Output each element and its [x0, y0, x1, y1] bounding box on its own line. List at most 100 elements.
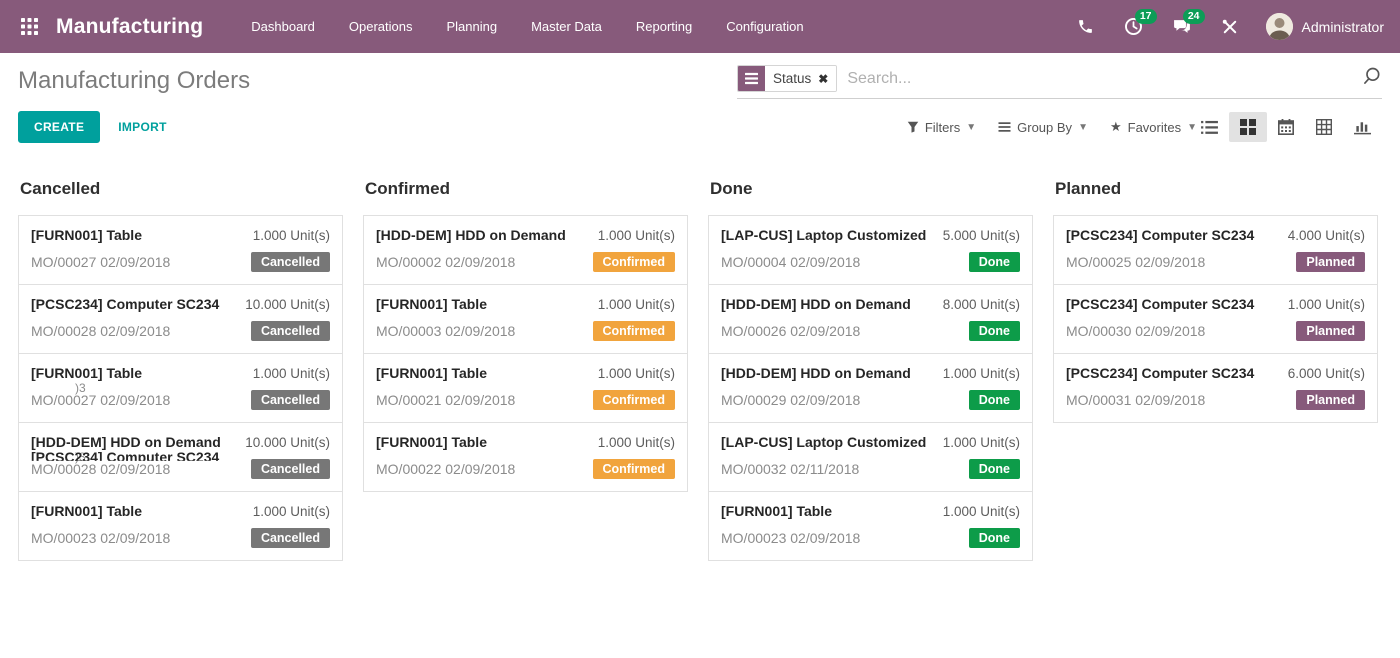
list-view-button[interactable] — [1190, 113, 1229, 142]
card-status-badge: Confirmed — [592, 321, 675, 341]
chevron-down-icon: ▼ — [1187, 121, 1197, 133]
kanban-card[interactable]: [PCSC234] Computer SC234 4.000 Unit(s) M… — [1053, 215, 1378, 285]
card-product-title[interactable]: [HDD-DEM] HDD on Demand — [376, 227, 566, 243]
apps-menu-icon[interactable] — [16, 14, 42, 40]
clock-icon — [1125, 18, 1143, 35]
kanban-card[interactable]: [HDD-DEM] HDD on Demand 10.000 Unit(s) M… — [18, 422, 343, 492]
search-input[interactable] — [837, 69, 1362, 88]
menu-item-reporting[interactable]: Reporting — [635, 19, 693, 34]
kanban-column-title[interactable]: Confirmed — [365, 179, 450, 198]
card-reference: MO/00023 02/09/2018 — [721, 530, 860, 546]
filters-dropdown[interactable]: Filters ▼ — [907, 120, 976, 135]
card-quantity: 1.000 Unit(s) — [597, 366, 675, 381]
card-product-title[interactable]: [PCSC234] Computer SC234 — [1066, 227, 1255, 243]
card-product-title[interactable]: [FURN001] Table — [31, 365, 142, 381]
card-quantity: 1.000 Unit(s) — [252, 366, 330, 381]
kanban-card[interactable]: [PCSC234] Computer SC234 6.000 Unit(s) M… — [1053, 353, 1378, 423]
card-reference-text: MO/00025 02/09/2018 — [1066, 254, 1206, 270]
kanban-column-title[interactable]: Cancelled — [20, 179, 101, 198]
calendar-view-button[interactable] — [1267, 112, 1305, 142]
favorites-dropdown[interactable]: ★ Favorites ▼ — [1110, 119, 1197, 135]
user-name-label: Administrator — [1301, 18, 1384, 35]
card-product-title[interactable]: [PCSC234] Computer SC234 — [31, 296, 220, 312]
search-magnifier-icon[interactable] — [1362, 66, 1382, 91]
card-reference: MO/00002 02/09/2018 — [376, 254, 515, 270]
card-product-title[interactable]: [FURN001] Table — [721, 503, 832, 519]
card-reference-text: MO/00023 02/09/2018 — [721, 530, 861, 546]
card-reference-text: MO/00023 02/09/2018 — [31, 530, 171, 546]
card-product-title[interactable]: [HDD-DEM] HDD on Demand — [721, 365, 911, 381]
kanban-column-title[interactable]: Planned — [1055, 179, 1122, 198]
card-status-badge: Confirmed — [592, 390, 675, 410]
navbar-systray: 17 24 Adm — [1074, 8, 1384, 40]
kanban-card[interactable]: [HDD-DEM] HDD on Demand 1.000 Unit(s) MO… — [708, 353, 1033, 423]
search-facet-status[interactable]: Status ✖ — [737, 65, 838, 92]
menu-item-dashboard[interactable]: Dashboard — [251, 19, 315, 34]
kanban-card[interactable]: [PCSC234] Computer SC234 1.000 Unit(s) M… — [1053, 284, 1378, 354]
card-quantity: 10.000 Unit(s) — [245, 435, 330, 450]
kanban-card[interactable]: [HDD-DEM] HDD on Demand 1.000 Unit(s) MO… — [363, 215, 688, 285]
card-reference-text: MO/00002 02/09/2018 — [376, 254, 516, 270]
kanban-column-title[interactable]: Done — [710, 179, 753, 198]
card-product-title[interactable]: [FURN001] Table — [376, 365, 487, 381]
kanban-card[interactable]: [FURN001] Table 1.000 Unit(s) MO/00027 0… — [18, 353, 343, 423]
card-product-title[interactable]: [PCSC234] Computer SC234 — [1066, 365, 1255, 381]
card-product-title[interactable]: [HDD-DEM] HDD on Demand — [721, 296, 911, 312]
card-product-title[interactable]: [LAP-CUS] Laptop Customized — [721, 227, 927, 243]
card-status-badge: Planned — [1296, 252, 1365, 272]
group-by-icon — [998, 122, 1011, 132]
card-reference-text: MO/00027 02/09/2018 — [31, 254, 171, 270]
card-status-badge: Cancelled — [250, 321, 330, 341]
card-reference: MO/00003 02/09/2018 — [376, 323, 515, 339]
card-reference-text: MO/00027 02/09/2018 — [31, 392, 171, 408]
kanban-view-button[interactable] — [1229, 112, 1267, 142]
facet-label-text: Status — [773, 71, 812, 86]
kanban-card[interactable]: [FURN001] Table 1.000 Unit(s) MO/00022 0… — [363, 422, 688, 492]
facet-close-icon[interactable]: ✖ — [818, 71, 829, 86]
card-reference-text: MO/00004 02/09/2018 — [721, 254, 861, 270]
kanban-card[interactable]: [FURN001] Table 1.000 Unit(s) MO/00021 0… — [363, 353, 688, 423]
create-button[interactable]: CREATE — [18, 111, 101, 143]
pivot-view-button[interactable] — [1305, 112, 1343, 142]
messages-button[interactable]: 24 — [1170, 8, 1205, 39]
top-navbar: Manufacturing Dashboard Operations Plannin… — [0, 0, 1400, 53]
card-product-title[interactable]: [LAP-CUS] Laptop Customized — [721, 434, 927, 450]
card-product-title[interactable]: [FURN001] Table — [31, 503, 142, 519]
card-reference-text: MO/00028 02/09/2018 — [31, 323, 171, 339]
kanban-card[interactable]: [LAP-CUS] Laptop Customized 1.000 Unit(s… — [708, 422, 1033, 492]
menu-item-master-data[interactable]: Master Data — [531, 19, 602, 34]
chat-bubbles-icon — [1173, 20, 1190, 33]
activity-count-badge: 17 — [1134, 8, 1157, 24]
card-product-title[interactable]: [PCSC234] Computer SC234 — [1066, 296, 1255, 312]
app-brand-title[interactable]: Manufacturing — [56, 14, 204, 38]
card-quantity: 8.000 Unit(s) — [942, 297, 1020, 312]
menu-item-planning[interactable]: Planning — [446, 19, 498, 34]
kanban-card[interactable]: [LAP-CUS] Laptop Customized 5.000 Unit(s… — [708, 215, 1033, 285]
card-product-title[interactable]: [HDD-DEM] HDD on Demand — [31, 434, 221, 450]
graph-view-button[interactable] — [1343, 112, 1382, 142]
control-panel: Manufacturing Orders Status ✖ CREATE — [0, 53, 1400, 143]
kanban-card[interactable]: [FURN001] Table 1.000 Unit(s) MO/00023 0… — [18, 491, 343, 561]
card-reference: MO/00004 02/09/2018 — [721, 254, 860, 270]
card-reference-text: MO/00021 02/09/2018 — [376, 392, 516, 408]
card-product-title[interactable]: [FURN001] Table — [31, 227, 142, 243]
voip-phone-button[interactable] — [1074, 15, 1098, 39]
kanban-card[interactable]: [PCSC234] Computer SC234 10.000 Unit(s) … — [18, 284, 343, 354]
main-menu: Dashboard Operations Planning Master Data Re… — [249, 13, 805, 40]
user-menu[interactable]: Administrator — [1265, 13, 1384, 40]
kanban-card[interactable]: [FURN001] Table 1.000 Unit(s) MO/00027 0… — [18, 215, 343, 285]
kanban-card[interactable]: [HDD-DEM] HDD on Demand 8.000 Unit(s) MO… — [708, 284, 1033, 354]
kanban-card[interactable]: [FURN001] Table 1.000 Unit(s) MO/00003 0… — [363, 284, 688, 354]
menu-item-operations[interactable]: Operations — [348, 19, 413, 34]
card-product-title[interactable]: [FURN001] Table — [376, 296, 487, 312]
avatar-person-icon — [1265, 13, 1293, 40]
activities-button[interactable]: 17 — [1122, 8, 1157, 39]
card-reference: MO/00025 02/09/2018 — [1066, 254, 1205, 270]
kanban-card[interactable]: [FURN001] Table 1.000 Unit(s) MO/00023 0… — [708, 491, 1033, 561]
render-glitch-artifact: )3 — [75, 450, 86, 464]
support-tools-button[interactable] — [1218, 15, 1242, 39]
card-product-title[interactable]: [FURN001] Table — [376, 434, 487, 450]
import-button[interactable]: IMPORT — [118, 120, 167, 134]
menu-item-configuration[interactable]: Configuration — [726, 19, 804, 34]
group-by-dropdown[interactable]: Group By ▼ — [998, 120, 1088, 135]
